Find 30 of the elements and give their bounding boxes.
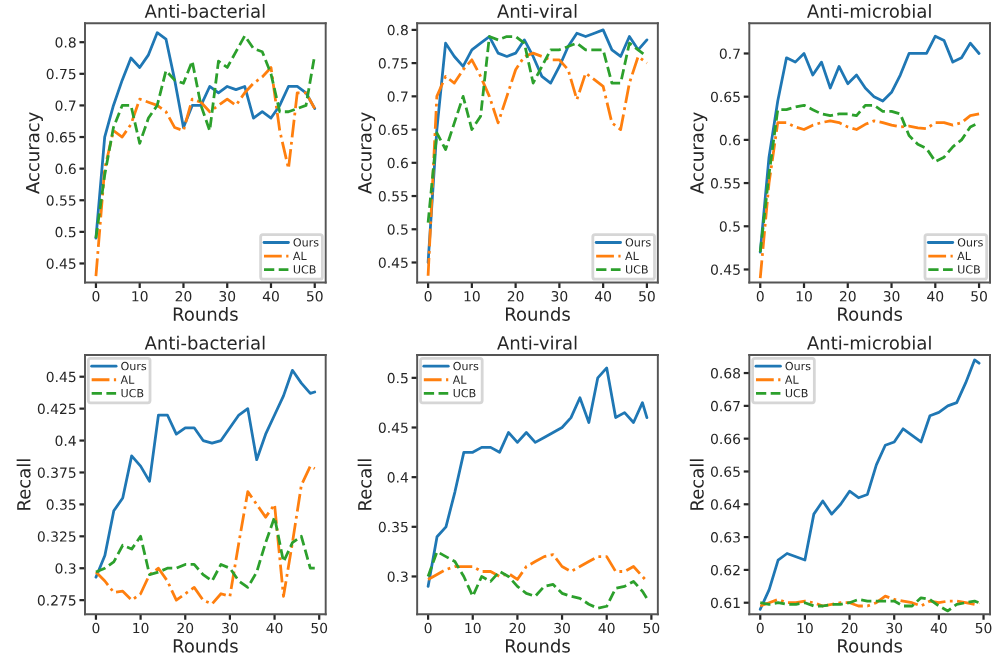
x-axis-title: Rounds: [506, 306, 570, 321]
chart-title: Anti-bacterial: [144, 3, 265, 18]
x-axis-title: Rounds: [506, 638, 570, 653]
chart-title: Anti-viral: [497, 335, 577, 350]
line-series: [426, 35, 649, 225]
chart-title: Anti-microbial: [807, 3, 931, 18]
y-axis-title: Accuracy: [26, 112, 43, 194]
x-axis-title: Rounds: [173, 638, 238, 653]
line-series: [94, 368, 317, 579]
chart-title: Anti-viral: [497, 3, 577, 18]
y-axis-title: Recall: [357, 459, 372, 510]
chart-title: Anti-microbial: [807, 335, 931, 350]
line-series: [94, 515, 317, 589]
x-axis-title: Rounds: [838, 306, 903, 321]
y-axis-title: Accuracy: [358, 112, 376, 194]
chart-title: Anti-bacterial: [144, 335, 265, 350]
y-axis-title: Recall: [16, 459, 31, 510]
x-axis-title: Rounds: [838, 638, 903, 653]
y-axis-title: Accuracy: [690, 112, 708, 194]
line-series: [758, 112, 981, 280]
line-series: [758, 358, 981, 611]
line-series: [426, 550, 649, 610]
line-series: [758, 34, 981, 254]
line-series: [94, 464, 317, 606]
line-series: [758, 596, 981, 613]
line-series: [94, 66, 317, 278]
line-series: [426, 553, 649, 583]
x-axis-title: Rounds: [173, 306, 238, 321]
line-series: [758, 103, 981, 254]
y-axis-title: Recall: [689, 459, 704, 510]
